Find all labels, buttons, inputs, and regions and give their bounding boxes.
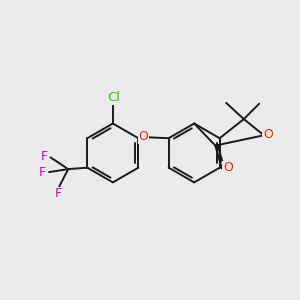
Text: Cl: Cl (107, 91, 120, 104)
Text: F: F (39, 166, 46, 179)
Text: F: F (54, 188, 61, 200)
Text: O: O (263, 128, 273, 141)
Text: F: F (40, 150, 48, 163)
Text: O: O (223, 161, 233, 175)
Text: O: O (139, 130, 148, 143)
